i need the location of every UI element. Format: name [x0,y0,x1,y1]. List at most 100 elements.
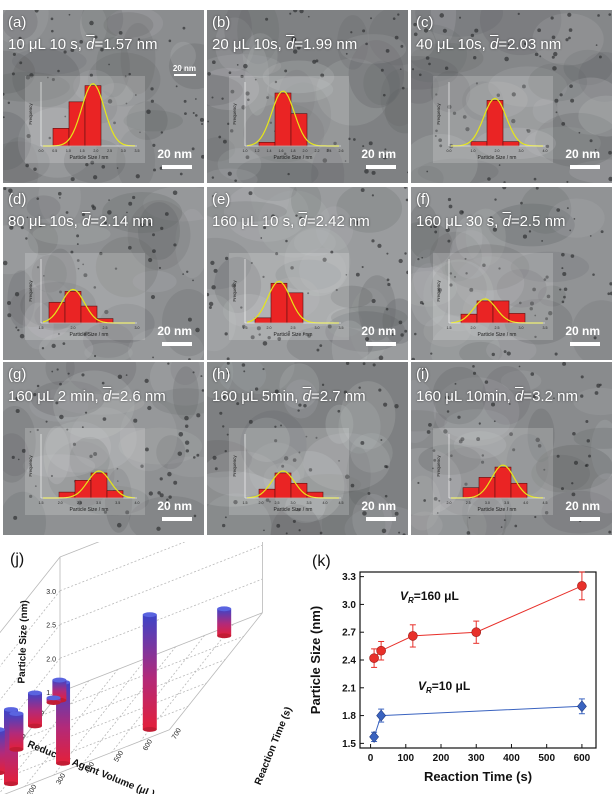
panel-condition: 160 μL 5min, d=2.7 nm [212,388,366,405]
axis-frame-line [24,669,119,787]
histogram-bar [470,141,488,147]
data-point [577,700,587,713]
series-label: VR=10 μL [418,679,470,695]
histogram-tick: 2.0 [495,149,500,153]
panel-label: (c) [416,14,434,31]
histogram-bar [486,100,504,147]
histogram-bar [74,480,92,499]
histogram-tick: 1.5 [39,501,44,505]
y-tick-label: 600 [142,738,154,752]
condition-diameter: =2.5 nm [510,213,566,230]
data-point [376,709,387,722]
histogram-tick: 4.0 [523,501,528,505]
scale-bar [570,165,600,169]
histogram-tick: 3.0 [315,326,320,330]
scale-bar [162,165,192,169]
histogram-x-title: Particle Size / nm [70,155,109,161]
histogram-inset: 1.5 2.0 2.5 3.0 3.5 Particle Size / nm Frequen… [229,253,349,340]
panel-label: (a) [8,14,27,31]
tem-image [207,187,408,360]
y-tick-label: 200 [26,784,38,794]
histogram-inset: 0.0 0.5 1.0 1.5 2.0 2.5 3.0 3.5 Particle Size / … [25,76,145,163]
x-axis-title: Reaction Time (s) [424,769,532,784]
histogram-tick: 1.5 [243,501,248,505]
data-point [369,653,379,663]
data-point [471,627,482,638]
data-point [408,631,418,641]
axis-frame-line [0,658,61,735]
histogram-inset: 1.0 1.2 1.4 1.6 1.8 2.0 2.2 2.4 2.6 Particle Size… [229,76,349,163]
chart-bar [9,711,24,752]
histogram-tick: 1.5 [80,149,85,153]
axis-frame-line [169,612,263,731]
histogram-tick: 2.5 [275,501,280,505]
condition-diameter: =1.99 nm [294,36,358,53]
histogram-tick: 3.0 [96,501,101,505]
scale-bar [570,517,600,521]
condition-diameter: =2.03 nm [498,36,562,53]
panel-condition: 160 μL 10min, d=3.2 nm [416,388,578,405]
y-tick-label: 700 [171,727,183,741]
histogram-bar [274,472,292,499]
mean-diameter-symbol: d [86,36,95,53]
axis-frame-line [41,635,244,716]
tem-panel: (g) 160 μL 2 min, d=2.6 nm 1.5 2.0 2.5 3.0 3.5… [3,362,204,535]
z-tick-label: 3.0 [46,589,56,596]
chart-bar [217,606,232,639]
y-tick-label: 3.0 [342,600,356,611]
histogram-tick: 1.0 [243,149,248,153]
x-tick-label: 300 [468,753,485,764]
histogram-tick: 0.5 [52,149,57,153]
condition-volume: 40 μL 10s, [416,36,490,53]
histogram-y-title: Frequency [232,103,237,125]
histogram-x-title: Particle Size / nm [70,507,109,513]
histogram-tick: 3.0 [121,149,126,153]
histogram-bar [274,92,292,147]
x-tick-label: 200 [433,753,450,764]
panel-label: (i) [416,366,430,383]
histogram-bar [80,305,98,324]
tem-panel: (d) 80 μL 10s, d=2.14 nm 1.5 2.0 2.5 3.0 Parti… [3,187,204,360]
histogram-tick: 2.5 [103,326,108,330]
histogram-tick: 1.5 [39,326,44,330]
tem-panel: (a) 10 μL 10 s, d=1.57 nm 0.0 0.5 1.0 1.5 2.0 2… [3,10,204,183]
histogram-tick: 2.0 [71,326,76,330]
axis-frame-line [59,612,263,693]
y-tick-label: 1.8 [342,711,356,722]
histogram-tick: 2.0 [93,149,98,153]
axis-frame-line [0,590,61,667]
histogram-x-title: Particle Size / nm [274,507,313,513]
z-tick-label: 2.0 [46,656,56,663]
histogram-y-title: Frequency [436,103,441,125]
chart-bar [0,727,5,776]
mean-diameter-symbol: d [81,213,91,230]
histogram-tick: 3.0 [519,149,524,153]
histogram-tick: 2.0 [447,501,452,505]
chart-bar [27,690,42,729]
y-tick-label: 2.7 [342,628,356,639]
y-tick-label: 400 [84,761,96,775]
histogram-tick: 1.5 [243,326,248,330]
axis-frame-line [111,635,205,753]
histogram-bar [64,291,82,324]
tem-image [3,10,204,183]
histogram-bar [258,142,276,147]
gaussian-fit [43,83,135,147]
mean-diameter-symbol: d [502,213,511,230]
series-line [373,705,582,738]
condition-diameter: =3.2 nm [523,388,578,405]
mean-diameter-symbol: d [285,36,295,53]
condition-volume: 160 μL 10 s, [212,213,299,230]
histogram-y-title: Frequency [436,455,441,477]
y-tick-label: 3.3 [342,572,356,583]
histogram-tick: 4.0 [543,149,548,153]
histogram-tick: 1.5 [447,326,452,330]
tem-panel: (b) 20 μL 10s, d=1.99 nm 1.0 1.2 1.4 1.6 1.8 2.… [207,10,408,183]
histogram-bar [254,317,272,324]
chart-k-scatter: (k) 0 100 200 300 400 500 600 1.5 1.8 2.1 2.4 2.7 3.0… [308,553,597,784]
histogram-bar [90,472,108,499]
mean-diameter-symbol: d [489,36,499,53]
panel-condition: 80 μL 10s, d=2.14 nm [8,213,153,230]
panel-label-j: (j) [10,551,24,568]
histogram-tick: 2.5 [107,149,112,153]
